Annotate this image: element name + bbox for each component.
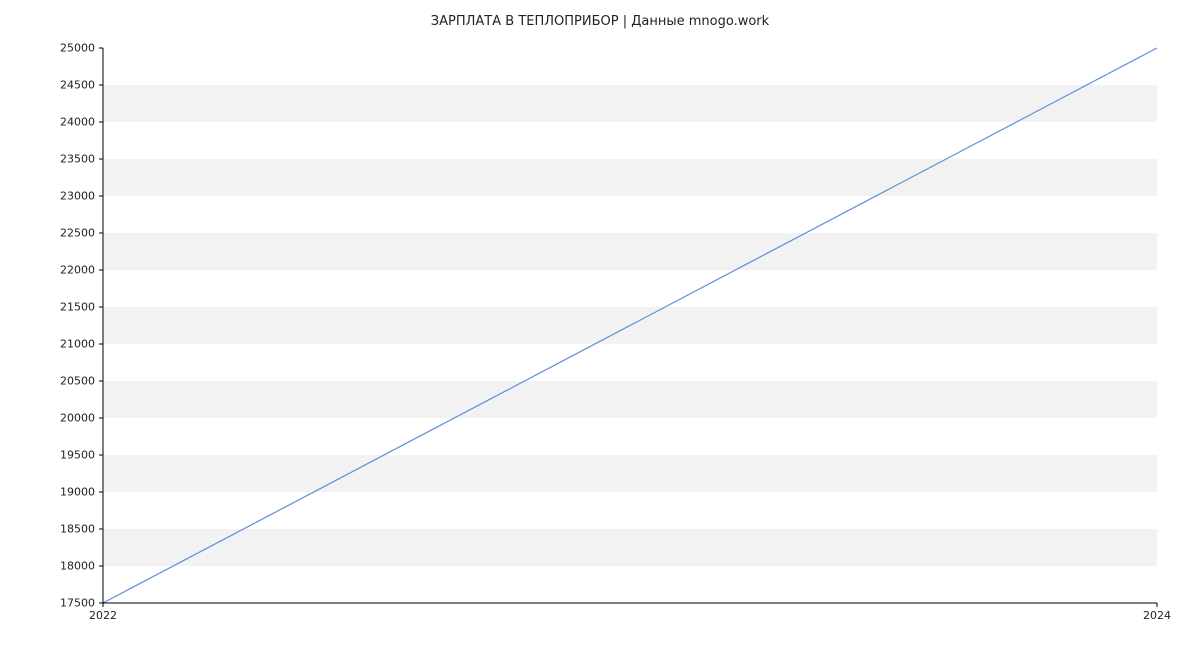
grid-band (103, 122, 1157, 159)
y-tick-label: 25000 (60, 42, 103, 55)
grid-band (103, 233, 1157, 270)
grid-band (103, 455, 1157, 492)
grid-band (103, 529, 1157, 566)
y-tick-label: 23000 (60, 190, 103, 203)
grid-band (103, 196, 1157, 233)
chart-container: ЗАРПЛАТА В ТЕПЛОПРИБОР | Данные mnogo.wo… (0, 0, 1200, 650)
y-tick-label: 22000 (60, 264, 103, 277)
grid-band (103, 48, 1157, 85)
y-tick-label: 18000 (60, 560, 103, 573)
y-tick-label: 20500 (60, 375, 103, 388)
grid-band (103, 85, 1157, 122)
grid-band (103, 270, 1157, 307)
grid-band (103, 344, 1157, 381)
y-tick-label: 22500 (60, 227, 103, 240)
grid-band (103, 566, 1157, 603)
grid-band (103, 381, 1157, 418)
x-tick-label: 2022 (89, 603, 117, 622)
plot-svg (103, 48, 1157, 603)
y-tick-label: 20000 (60, 412, 103, 425)
grid-band (103, 159, 1157, 196)
y-tick-label: 19500 (60, 449, 103, 462)
y-tick-label: 24500 (60, 79, 103, 92)
y-tick-label: 19000 (60, 486, 103, 499)
y-tick-label: 23500 (60, 153, 103, 166)
grid-band (103, 492, 1157, 529)
grid-band (103, 418, 1157, 455)
y-tick-label: 18500 (60, 523, 103, 536)
y-tick-label: 24000 (60, 116, 103, 129)
chart-title: ЗАРПЛАТА В ТЕПЛОПРИБОР | Данные mnogo.wo… (0, 14, 1200, 29)
y-tick-label: 21500 (60, 301, 103, 314)
x-tick-label: 2024 (1143, 603, 1171, 622)
plot-area: 1750018000185001900019500200002050021000… (103, 48, 1157, 603)
y-tick-label: 21000 (60, 338, 103, 351)
